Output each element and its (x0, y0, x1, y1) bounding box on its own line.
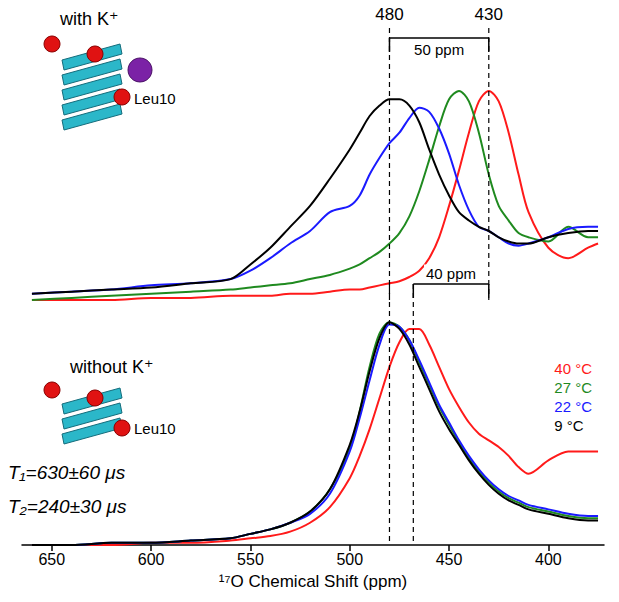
svg-text:Leu10: Leu10 (134, 90, 176, 107)
svg-text:50 ppm: 50 ppm (414, 41, 464, 58)
svg-text:22 °C: 22 °C (554, 398, 592, 415)
svg-text:500: 500 (336, 551, 363, 568)
svg-text:480: 480 (375, 5, 403, 24)
svg-text:40 ppm: 40 ppm (426, 265, 476, 282)
svg-text:with K⁺: with K⁺ (59, 9, 119, 29)
svg-text:27 °C: 27 °C (554, 379, 592, 396)
svg-text:without K⁺: without K⁺ (69, 357, 154, 377)
svg-text:450: 450 (436, 551, 463, 568)
svg-text:T₁=630±60 μs: T₁=630±60 μs (8, 462, 126, 483)
svg-text:650: 650 (38, 551, 65, 568)
svg-text:430: 430 (475, 5, 503, 24)
svg-text:T₂=240±30 μs: T₂=240±30 μs (8, 496, 127, 517)
svg-text:9 °C: 9 °C (554, 417, 584, 434)
svg-text:¹⁷O Chemical Shift (ppm): ¹⁷O Chemical Shift (ppm) (219, 572, 407, 591)
svg-text:40 °C: 40 °C (554, 360, 592, 377)
svg-text:600: 600 (138, 551, 165, 568)
svg-text:Leu10: Leu10 (134, 420, 176, 437)
svg-text:400: 400 (535, 551, 562, 568)
svg-text:550: 550 (237, 551, 264, 568)
